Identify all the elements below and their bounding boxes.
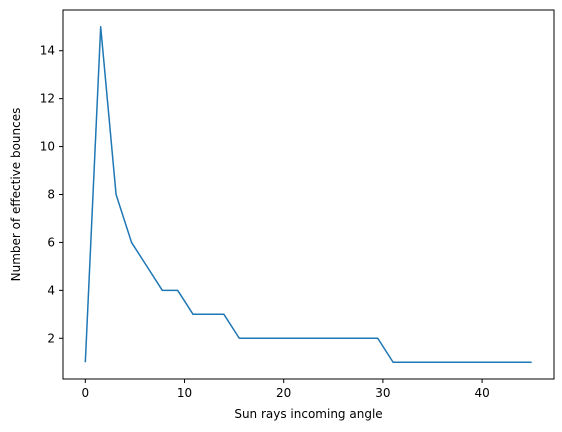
x-axis: 0 10 20 30 40 <box>81 379 490 400</box>
y-tick-label: 4 <box>47 283 55 297</box>
y-tick-label: 8 <box>47 188 55 202</box>
x-tick-label: 0 <box>81 386 89 400</box>
x-tick-label: 30 <box>375 386 390 400</box>
x-tick-label: 10 <box>177 386 192 400</box>
x-tick-label: 40 <box>474 386 489 400</box>
series-line <box>84 26 532 363</box>
x-axis-label: Sun rays incoming angle <box>234 407 382 421</box>
plot-area <box>84 26 532 363</box>
y-tick-label: 14 <box>40 44 55 58</box>
y-tick-label: 12 <box>40 92 55 106</box>
y-axis: 2 4 6 8 10 12 14 <box>40 44 63 345</box>
y-tick-label: 2 <box>47 331 55 345</box>
axes-frame <box>62 9 555 380</box>
x-tick-label: 20 <box>276 386 291 400</box>
y-tick-label: 10 <box>40 140 55 154</box>
y-axis-label: Number of effective bounces <box>9 108 23 282</box>
y-tick-label: 6 <box>47 235 55 249</box>
